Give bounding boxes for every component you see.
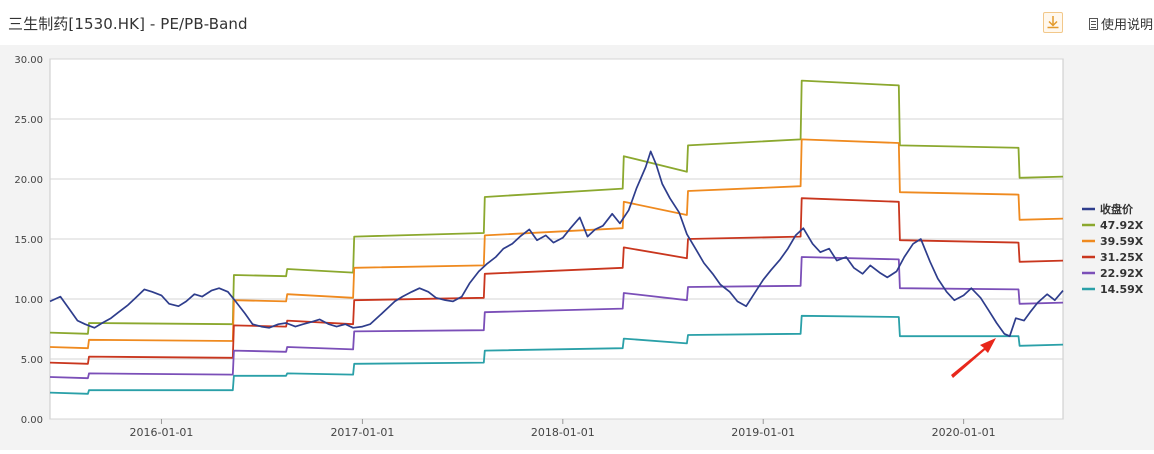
- y-tick-label: 5.00: [21, 355, 43, 366]
- x-tick-label: 2018-01-01: [531, 426, 595, 439]
- help-label: 使用说明: [1101, 18, 1154, 33]
- help-link[interactable]: 使用说明: [1089, 14, 1153, 33]
- legend-item-label[interactable]: 收盘价: [1100, 202, 1134, 216]
- document-icon: [1089, 18, 1098, 30]
- series-line-5[interactable]: [49, 314, 1064, 395]
- y-tick-label: 20.00: [14, 175, 43, 186]
- series-line-4[interactable]: [49, 256, 1064, 380]
- legend-item-label[interactable]: 39.59X: [1100, 235, 1144, 248]
- page-title: 三生制药[1530.HK] - PE/PB-Band: [8, 15, 248, 33]
- legend-item-label[interactable]: 47.92X: [1100, 219, 1144, 232]
- x-tick-label: 2016-01-01: [129, 426, 193, 439]
- series-line-2[interactable]: [49, 138, 1064, 350]
- pe-band-chart[interactable]: 0.00 5.00 10.00 15.00 20.00 25.00 30.00 2016-01…: [0, 45, 1154, 450]
- y-tick-label: 0.00: [21, 415, 43, 426]
- legend-item-label[interactable]: 22.92X: [1100, 267, 1144, 280]
- x-tick-label: 2019-01-01: [731, 426, 795, 439]
- y-tick-label: 30.00: [14, 55, 43, 66]
- series-line-0[interactable]: [49, 150, 1064, 338]
- download-icon: [1047, 16, 1059, 29]
- x-tick-label: 2017-01-01: [330, 426, 394, 439]
- legend-item-label[interactable]: 31.25X: [1100, 251, 1144, 264]
- y-tick-label: 15.00: [14, 235, 43, 246]
- download-button[interactable]: [1043, 12, 1063, 33]
- series-line-3[interactable]: [49, 197, 1064, 365]
- y-tick-label: 10.00: [14, 295, 43, 306]
- chart-area: 0.00 5.00 10.00 15.00 20.00 25.00 30.00 2016-01…: [0, 45, 1154, 450]
- legend-item-label[interactable]: 14.59X: [1100, 283, 1144, 296]
- annotation-arrow: [951, 338, 996, 378]
- x-tick-label: 2020-01-01: [932, 426, 996, 439]
- y-tick-label: 25.00: [14, 115, 43, 126]
